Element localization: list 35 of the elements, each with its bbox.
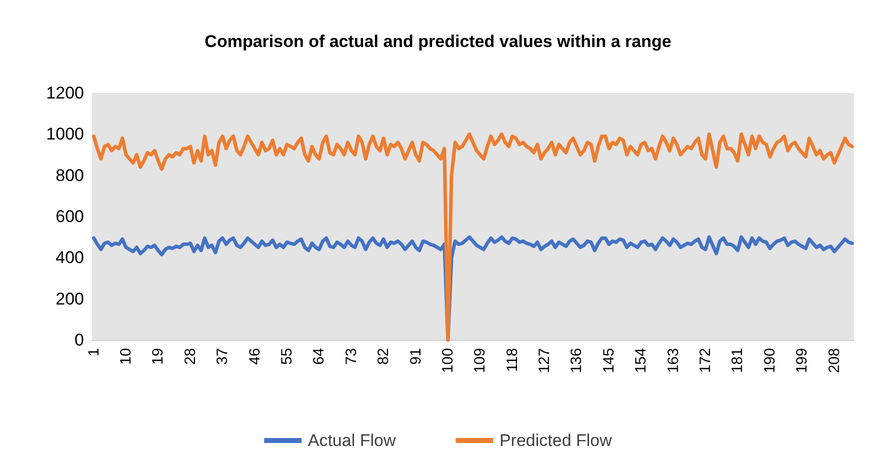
x-tick-label: 199 bbox=[794, 348, 811, 374]
x-tick-label: 1 bbox=[85, 348, 102, 356]
y-tick-label: 400 bbox=[56, 248, 84, 268]
x-tick-label: 46 bbox=[246, 348, 264, 365]
legend-label: Predicted Flow bbox=[499, 431, 613, 450]
x-tick-label: 172 bbox=[697, 348, 714, 374]
x-tick-label: 19 bbox=[150, 348, 167, 365]
x-tick-label: 82 bbox=[375, 348, 392, 365]
x-tick-label: 73 bbox=[342, 348, 360, 365]
x-tick-label: 190 bbox=[761, 348, 778, 374]
x-tick-label: 154 bbox=[632, 348, 650, 374]
x-tick-label: 109 bbox=[472, 348, 489, 374]
chart-title: Comparison of actual and predicted values within a range bbox=[204, 32, 672, 51]
x-tick-label: 64 bbox=[310, 348, 328, 365]
x-tick-label: 37 bbox=[214, 348, 232, 365]
y-tick-label: 200 bbox=[56, 289, 84, 308]
x-tick-label: 10 bbox=[117, 348, 134, 365]
x-tick-label: 55 bbox=[278, 348, 296, 365]
x-tick-label: 208 bbox=[826, 348, 843, 374]
x-tick-label: 28 bbox=[182, 348, 199, 365]
y-tick-label: 800 bbox=[56, 166, 84, 185]
y-tick-label: 1000 bbox=[46, 124, 84, 144]
y-tick-label: 1200 bbox=[46, 84, 84, 102]
x-tick-label: 100 bbox=[439, 348, 456, 374]
y-tick-label: 600 bbox=[56, 207, 84, 226]
x-tick-label: 163 bbox=[664, 348, 682, 374]
y-tick-label: 0 bbox=[74, 330, 84, 350]
line-series bbox=[92, 132, 854, 342]
x-tick-label: 181 bbox=[729, 348, 746, 374]
legend-label: Actual Flow bbox=[308, 431, 396, 450]
x-tick-label: 145 bbox=[600, 348, 618, 374]
x-tick-label: 91 bbox=[407, 348, 424, 365]
x-tick-label: 118 bbox=[504, 348, 521, 372]
x-tick-label: 136 bbox=[568, 348, 586, 374]
x-tick-label: 127 bbox=[536, 348, 554, 374]
